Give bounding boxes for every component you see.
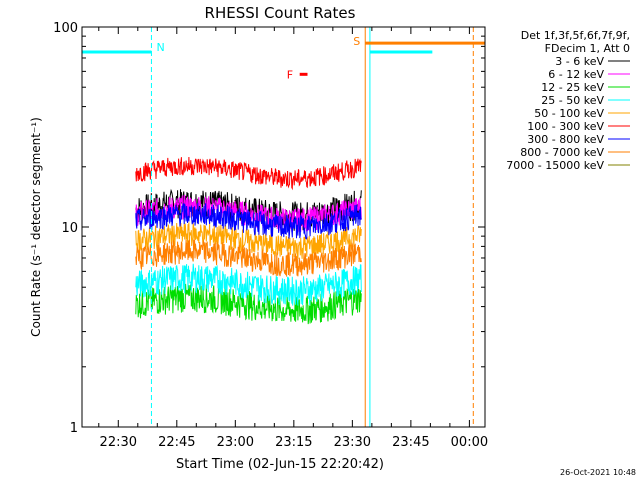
x-tick-label: 22:45 xyxy=(158,435,195,450)
legend-item-label: 50 - 100 keV xyxy=(534,107,604,120)
chart-title: RHESSI Count Rates xyxy=(205,4,356,22)
series-line-100-300-kev xyxy=(135,156,362,191)
x-tick-label: 00:00 xyxy=(451,435,488,450)
y-axis: 1 10 100 xyxy=(53,21,485,436)
legend-item-label: 6 - 12 keV xyxy=(548,68,604,81)
x-tick-label: 23:15 xyxy=(275,435,312,450)
annotation-layer: N S F xyxy=(82,27,485,427)
night-label: N xyxy=(156,41,164,54)
flare-label: F xyxy=(287,68,293,81)
legend-item-label: 3 - 6 keV xyxy=(555,55,604,68)
legend-header-line: Det 1f,3f,5f,6f,7f,9f, xyxy=(521,29,630,42)
legend: Det 1f,3f,5f,6f,7f,9f,FDecim 1, Att 03 -… xyxy=(506,29,630,172)
series-line-800-7000-kev xyxy=(135,239,362,277)
legend-item-label: 12 - 25 keV xyxy=(541,81,604,94)
legend-item-label: 25 - 50 keV xyxy=(541,94,604,107)
x-axis: 22:30 22:45 23:00 23:15 23:30 23:45 00:00 xyxy=(98,27,488,450)
legend-item-label: 7000 - 15000 keV xyxy=(506,159,604,172)
legend-item-label: 300 - 800 keV xyxy=(527,133,604,146)
y-axis-label: Count Rate (s⁻¹ detector segment⁻¹) xyxy=(29,117,43,337)
saa-label: S xyxy=(353,35,360,48)
legend-item-label: 800 - 7000 keV xyxy=(520,146,604,159)
x-tick-label: 23:00 xyxy=(217,435,254,450)
legend-item-label: 100 - 300 keV xyxy=(527,120,604,133)
y-tick-label: 100 xyxy=(53,21,78,36)
plot-frame xyxy=(81,26,486,428)
x-tick-label: 23:45 xyxy=(392,435,429,450)
timestamp: 26-Oct-2021 10:48 xyxy=(560,468,636,477)
series-line-300-800-kev xyxy=(135,202,362,240)
x-tick-label: 22:30 xyxy=(100,435,137,450)
y-tick-label: 10 xyxy=(61,221,78,236)
y-tick-label: 1 xyxy=(70,421,78,436)
series-line-25-50-kev xyxy=(135,263,362,306)
x-tick-label: 23:30 xyxy=(334,435,371,450)
series-layer xyxy=(135,156,362,325)
x-axis-label: Start Time (02-Jun-15 22:20:42) xyxy=(176,457,384,472)
legend-header-line: FDecim 1, Att 0 xyxy=(545,42,630,55)
